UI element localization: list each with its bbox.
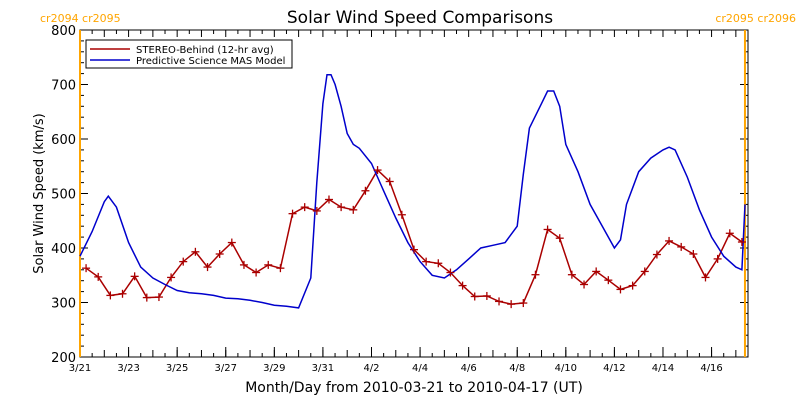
stereo-data-point xyxy=(677,242,686,251)
stereo-data-point xyxy=(604,276,613,285)
x-tick-label: 4/4 xyxy=(412,363,428,374)
stereo-data-point xyxy=(422,257,431,266)
stereo-data-point xyxy=(276,264,285,273)
x-axis-label: Month/Day from 2010-03-21 to 2010-04-17 … xyxy=(245,380,583,396)
stereo-data-point xyxy=(167,273,176,282)
rotation-marker-label: cr2094 cr2095 xyxy=(40,12,121,25)
x-tick-label: 3/31 xyxy=(312,363,334,374)
stereo-data-point xyxy=(288,209,297,218)
stereo-data-point xyxy=(337,203,346,212)
stereo-data-point xyxy=(737,238,746,247)
stereo-data-point xyxy=(470,292,479,301)
stereo-data-point xyxy=(154,293,163,302)
stereo-data-point xyxy=(239,260,248,269)
y-axis-label: Solar Wind Speed (km/s) xyxy=(32,113,47,273)
rotation-marker-label: cr2095 cr2096 xyxy=(715,12,796,25)
stereo-data-point xyxy=(713,254,722,263)
stereo-data-point xyxy=(567,270,576,279)
legend-label: STEREO-Behind (12-hr avg) xyxy=(136,45,274,56)
x-tick-label: 4/8 xyxy=(509,363,525,374)
stereo-data-point xyxy=(300,203,309,212)
x-tick-label: 3/29 xyxy=(263,363,285,374)
stereo-data-point xyxy=(531,270,540,279)
stereo-data-point xyxy=(118,289,127,298)
x-tick-label: 4/6 xyxy=(461,363,477,374)
stereo-data-point xyxy=(640,267,649,276)
x-tick-label: 3/25 xyxy=(166,363,188,374)
x-tick-label: 4/2 xyxy=(363,363,379,374)
y-tick-label: 600 xyxy=(51,133,76,148)
stereo-data-point xyxy=(519,299,528,308)
x-tick-label: 3/27 xyxy=(215,363,237,374)
stereo-data-point xyxy=(373,166,382,175)
legend-box xyxy=(85,39,293,69)
stereo-data-point xyxy=(191,247,200,256)
stereo-data-point xyxy=(616,285,625,294)
x-tick-label: 4/10 xyxy=(555,363,577,374)
x-tick-label: 4/16 xyxy=(700,363,722,374)
stereo-data-point xyxy=(446,268,455,277)
stereo-data-point xyxy=(227,238,236,247)
y-tick-label: 400 xyxy=(51,242,76,257)
stereo-data-point xyxy=(592,267,601,276)
series-line-stereo-behind xyxy=(85,168,743,305)
stereo-data-point xyxy=(179,257,188,266)
legend-label: Predictive Science MAS Model xyxy=(136,56,285,67)
stereo-data-point xyxy=(349,205,358,214)
stereo-data-point xyxy=(543,225,552,234)
stereo-data-point xyxy=(652,250,661,259)
stereo-data-point xyxy=(689,249,698,258)
chart-title: Solar Wind Speed Comparisons xyxy=(287,8,553,28)
stereo-data-point xyxy=(434,259,443,268)
stereo-data-point xyxy=(397,210,406,219)
y-tick-label: 700 xyxy=(51,79,76,94)
x-tick-label: 3/21 xyxy=(69,363,91,374)
stereo-data-point xyxy=(725,229,734,238)
stereo-data-point xyxy=(130,272,139,281)
stereo-data-point xyxy=(580,280,589,289)
stereo-data-point xyxy=(458,281,467,290)
stereo-data-point xyxy=(507,300,516,309)
stereo-data-point xyxy=(215,249,224,258)
stereo-data-point xyxy=(361,186,370,195)
y-tick-label: 200 xyxy=(51,351,76,366)
x-tick-label: 3/23 xyxy=(117,363,139,374)
stereo-data-point xyxy=(94,272,103,281)
stereo-data-point xyxy=(82,264,91,273)
stereo-data-point xyxy=(628,281,637,290)
x-tick-label: 4/12 xyxy=(603,363,625,374)
stereo-data-point xyxy=(555,234,564,243)
y-tick-label: 300 xyxy=(51,297,76,312)
plot-frame xyxy=(79,29,749,358)
stereo-data-point xyxy=(106,291,115,300)
y-tick-label: 500 xyxy=(51,188,76,203)
stereo-data-point xyxy=(252,268,261,277)
stereo-data-point xyxy=(701,273,710,282)
y-tick-label: 800 xyxy=(51,24,76,39)
stereo-data-point xyxy=(410,245,418,254)
stereo-data-point xyxy=(385,177,394,186)
stereo-data-point xyxy=(495,297,504,306)
stereo-data-point xyxy=(482,291,491,300)
stereo-data-point xyxy=(665,236,674,245)
stereo-data-point xyxy=(203,263,212,272)
stereo-data-point xyxy=(142,293,151,302)
stereo-data-point xyxy=(324,195,333,204)
stereo-data-point xyxy=(264,260,273,269)
x-tick-label: 4/14 xyxy=(652,363,674,374)
stereo-data-point xyxy=(312,206,321,215)
